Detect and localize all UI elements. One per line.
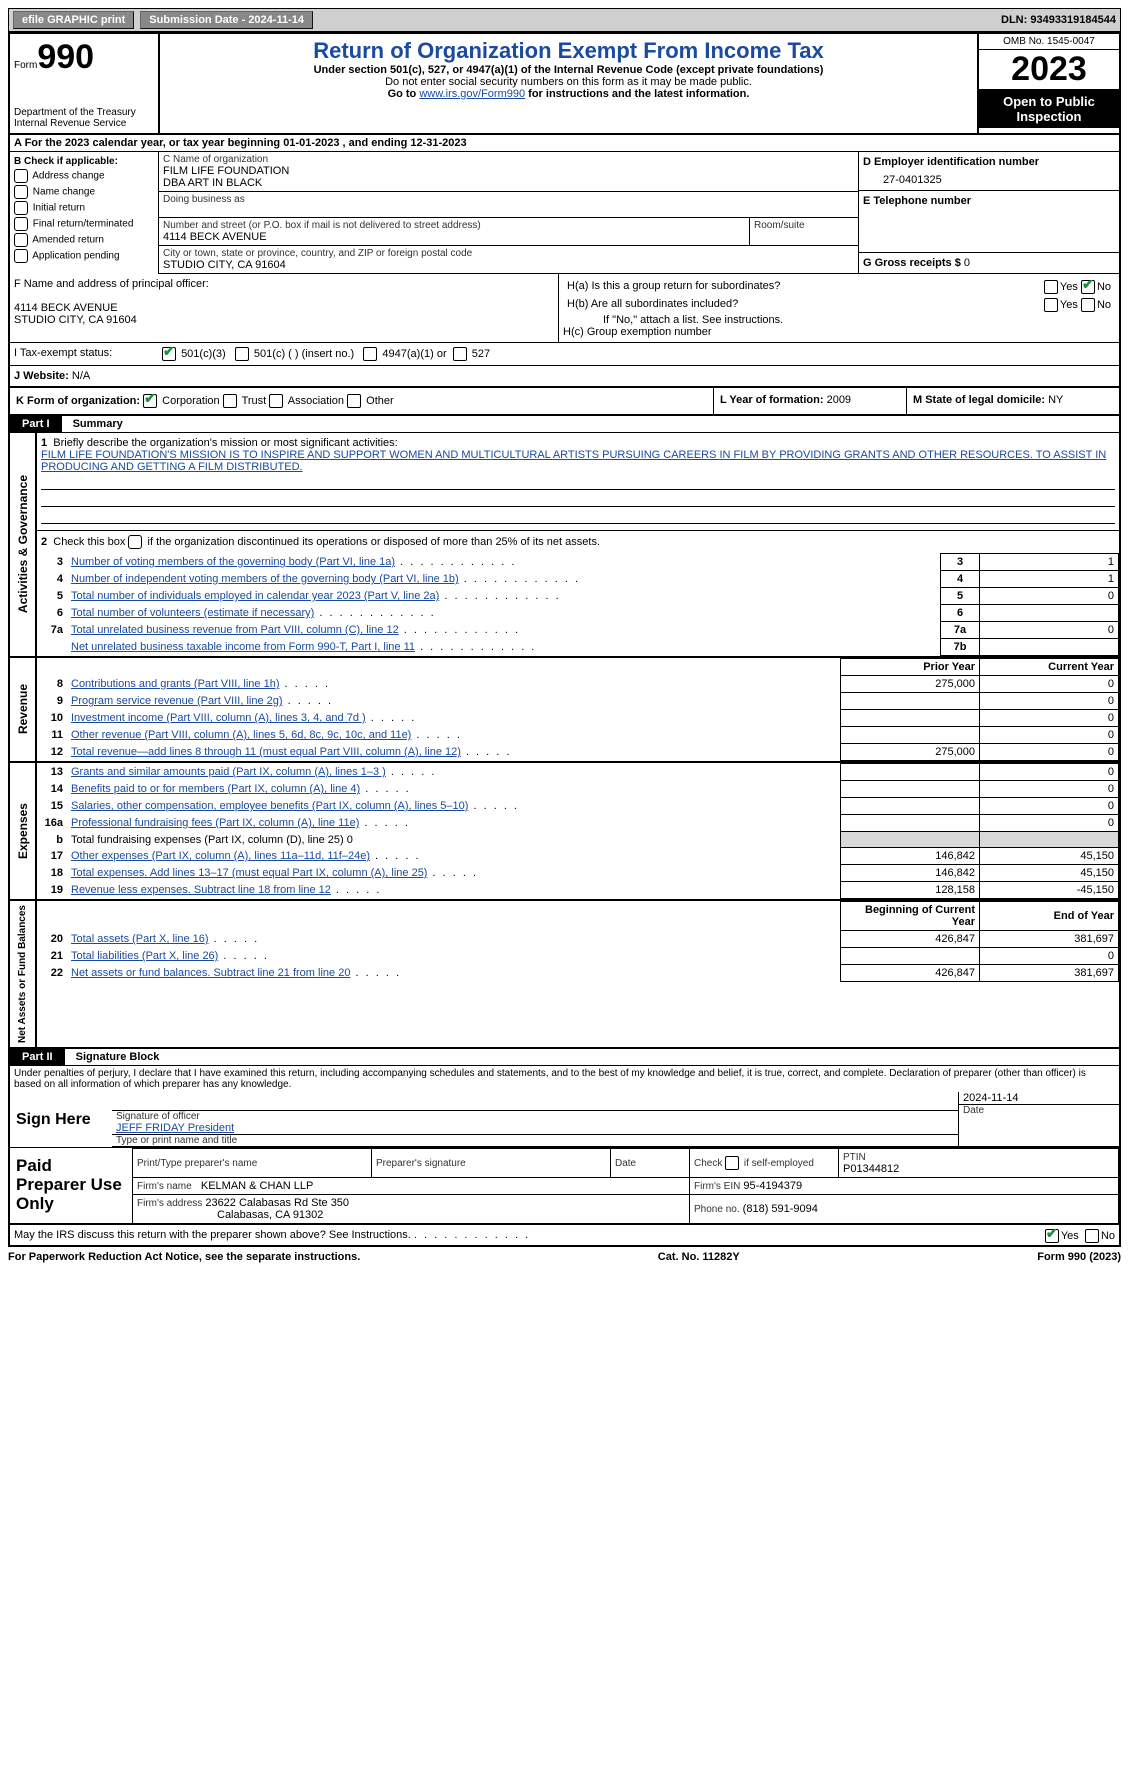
form-990-label: Form990 <box>14 38 154 77</box>
501c3-checkbox[interactable] <box>162 347 176 361</box>
box-b: B Check if applicable: Address change Na… <box>10 152 159 274</box>
rev-table: Prior YearCurrent Year 8Contributions an… <box>37 658 1119 761</box>
ha-label: H(a) Is this a group return for subordin… <box>563 278 1040 296</box>
row-a-tax-year: A For the 2023 calendar year, or tax yea… <box>10 135 1119 152</box>
k-label: K Form of organization: <box>16 395 140 407</box>
exp-table: 13Grants and similar amounts paid (Part … <box>37 763 1119 899</box>
line2-label: Check this box if the organization disco… <box>53 536 600 548</box>
form-container: Form990 Department of the Treasury Inter… <box>8 32 1121 1247</box>
f-addr1: 4114 BECK AVENUE <box>14 302 554 314</box>
ssn-warning: Do not enter social security numbers on … <box>168 76 969 88</box>
e-label: E Telephone number <box>863 195 971 207</box>
officer-name: JEFF FRIDAY President <box>112 1122 958 1135</box>
line1-label: Briefly describe the organization's miss… <box>53 437 397 449</box>
part2-title: Signature Block <box>68 1051 160 1063</box>
d-label: D Employer identification number <box>863 156 1039 168</box>
addr-label: Number and street (or P.O. box if mail i… <box>163 220 745 231</box>
c-name-label: C Name of organization <box>163 154 854 165</box>
gov-table: 3Number of voting members of the governi… <box>37 553 1119 656</box>
f-addr2: STUDIO CITY, CA 91604 <box>14 314 554 326</box>
declaration: Under penalties of perjury, I declare th… <box>10 1066 1119 1092</box>
paid-preparer-label: Paid Preparer Use Only <box>10 1148 132 1223</box>
goto-line: Go to www.irs.gov/Form990 for instructio… <box>168 88 969 100</box>
i-label: I Tax-exempt status: <box>10 343 158 365</box>
dln-label: DLN: 93493319184544 <box>1001 14 1116 26</box>
part1-header: Part I <box>10 416 62 432</box>
form-title: Return of Organization Exempt From Incom… <box>168 38 969 64</box>
footer: For Paperwork Reduction Act Notice, see … <box>8 1247 1121 1263</box>
top-bar: efile GRAPHIC print Submission Date - 20… <box>8 8 1121 32</box>
sign-here-label: Sign Here <box>10 1092 112 1147</box>
ein-value: 27-0401325 <box>863 168 1115 186</box>
public-inspection-label: Open to Public Inspection <box>979 90 1119 128</box>
rev-label: Revenue <box>14 680 32 738</box>
j-value: N/A <box>72 370 90 382</box>
preparer-table: Print/Type preparer's name Preparer's si… <box>132 1148 1119 1223</box>
g-value: 0 <box>964 257 970 269</box>
org-address: 4114 BECK AVENUE <box>163 231 745 243</box>
org-city: STUDIO CITY, CA 91604 <box>163 259 854 271</box>
part2-header: Part II <box>10 1049 65 1065</box>
city-label: City or town, state or province, country… <box>163 248 854 259</box>
j-label: J Website: <box>14 370 69 382</box>
tax-year: 2023 <box>979 49 1119 90</box>
g-label: G Gross receipts $ <box>863 257 961 269</box>
omb-label: OMB No. 1545-0047 <box>979 34 1119 49</box>
org-name: FILM LIFE FOUNDATION <box>163 165 854 177</box>
part1-title: Summary <box>65 418 123 430</box>
discuss-row: May the IRS discuss this return with the… <box>10 1225 1119 1245</box>
org-dba: DBA ART IN BLACK <box>163 177 854 189</box>
mission-text: FILM LIFE FOUNDATION'S MISSION IS TO INS… <box>41 449 1106 473</box>
f-label: F Name and address of principal officer: <box>14 278 554 290</box>
form-subtitle: Under section 501(c), 527, or 4947(a)(1)… <box>168 64 969 76</box>
efile-print-button[interactable]: efile GRAPHIC print <box>13 11 134 29</box>
irs-link[interactable]: www.irs.gov/Form990 <box>419 88 525 100</box>
ag-label: Activities & Governance <box>14 471 32 617</box>
net-label: Net Assets or Fund Balances <box>15 901 30 1047</box>
hc-label: H(c) Group exemption number <box>563 326 1115 338</box>
net-table: Beginning of Current YearEnd of Year 20T… <box>37 901 1119 982</box>
hb-label: H(b) Are all subordinates included? <box>563 296 1040 314</box>
dba-label: Doing business as <box>163 194 854 205</box>
room-label: Room/suite <box>754 220 854 231</box>
hb-note: If "No," attach a list. See instructions… <box>563 314 1115 326</box>
dept-label: Department of the Treasury Internal Reve… <box>14 107 154 129</box>
exp-label: Expenses <box>14 799 32 863</box>
submission-date-button[interactable]: Submission Date - 2024-11-14 <box>140 11 313 29</box>
